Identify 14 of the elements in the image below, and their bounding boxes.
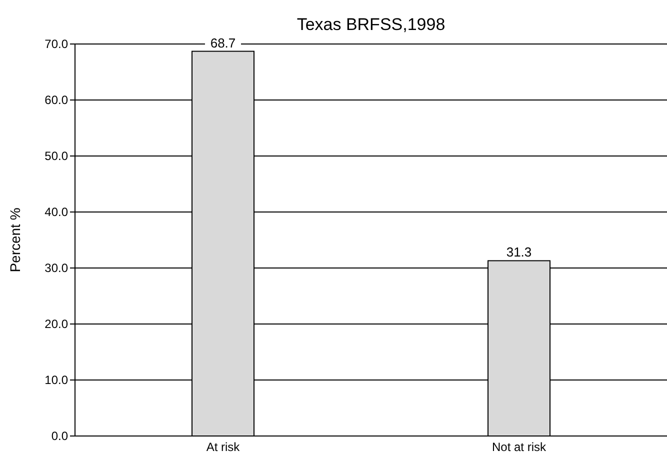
y-tick-label: 40.0	[44, 205, 68, 220]
y-tick-label: 60.0	[44, 93, 68, 108]
y-tick-label: 10.0	[44, 373, 68, 388]
data-label: 31.3	[506, 244, 532, 260]
y-tick-label: 30.0	[44, 261, 68, 276]
y-tick-label: 20.0	[44, 317, 68, 332]
y-axis-title: Percent %	[7, 208, 23, 272]
y-tick-label: 50.0	[44, 149, 68, 164]
chart-title: Texas BRFSS,1998	[296, 15, 446, 34]
x-tick-label: At risk	[206, 440, 241, 454]
y-tick-label: 0.0	[51, 429, 68, 444]
x-tick-label: Not at risk	[492, 440, 548, 454]
y-tick-label: 70.0	[44, 37, 68, 52]
data-label: 68.7	[210, 35, 236, 50]
